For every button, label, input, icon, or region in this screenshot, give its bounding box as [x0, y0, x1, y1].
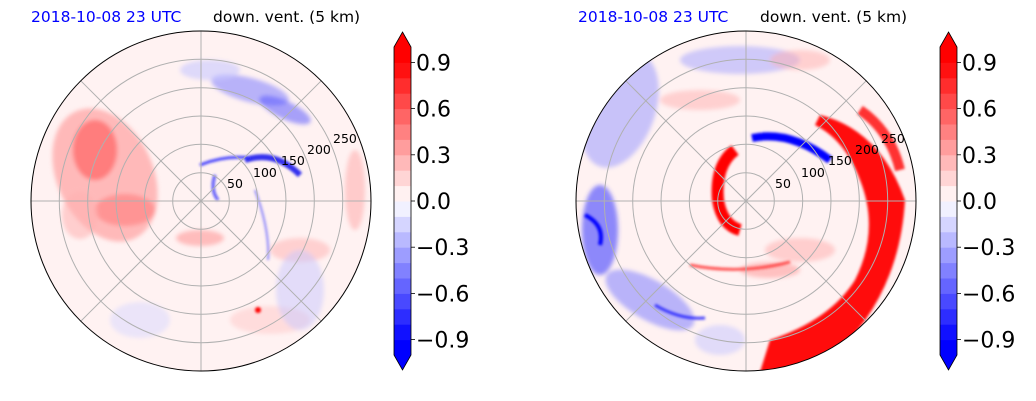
colorbar-segment: [394, 139, 411, 156]
colorbar-segment: [394, 185, 411, 202]
colorbar-extend-min: [394, 355, 411, 370]
left-radial-tick-labels: 50 100 150 200 250: [227, 131, 357, 191]
colorbar-segment: [940, 308, 957, 325]
colorbar-tick-label: 0.3: [416, 144, 451, 169]
colorbar-tick-label: −0.9: [962, 329, 1015, 354]
colorbar-segment: [940, 154, 957, 171]
colorbar-segment: [940, 108, 957, 125]
left-polar-plot: 50 100 150 200 250 0.9 0.6 0.3 0.0 −0.3 −0.6 −…: [30, 30, 469, 372]
colorbar-segment: [940, 170, 957, 187]
right-colorbar: 0.9 0.6 0.3 0.0 −0.3 −0.6 −0.9: [939, 31, 1015, 371]
colorbar-segment: [394, 62, 411, 79]
left-ring-label-250: 250: [333, 131, 357, 146]
colorbar-segment: [940, 62, 957, 79]
left-field-pattern: [52, 60, 365, 338]
left-polar-frame: [30, 30, 372, 372]
colorbar-segment: [394, 247, 411, 264]
left-ring-label-200: 200: [307, 142, 331, 157]
left-title-variable: down. vent. (5 km): [213, 8, 361, 26]
right-ring-label-50: 50: [775, 176, 791, 191]
colorbar-segment: [940, 278, 957, 294]
colorbar-segment: [394, 124, 411, 140]
colorbar-segment: [394, 154, 411, 171]
left-ring-label-100: 100: [253, 165, 277, 180]
colorbar-outline: [939, 31, 958, 371]
colorbar-segment: [940, 339, 957, 356]
colorbar-tick-label: −0.3: [416, 236, 469, 261]
colorbar-segment: [940, 324, 957, 341]
colorbar-tick-label: 0.9: [416, 51, 451, 76]
right-ring-label-100: 100: [801, 165, 825, 180]
colorbar-segment: [940, 77, 957, 94]
right-ring-label-150: 150: [828, 153, 852, 168]
colorbar-segment: [940, 293, 957, 310]
colorbar-segment: [394, 93, 411, 110]
colorbar-segment: [940, 216, 957, 233]
colorbar-tick-label: 0.0: [962, 190, 997, 215]
right-ring-label-250: 250: [881, 131, 905, 146]
right-grid: [576, 31, 916, 371]
right-title-variable: down. vent. (5 km): [760, 8, 908, 26]
colorbar-tick-label: −0.6: [962, 282, 1015, 307]
colorbar-segment: [394, 278, 411, 294]
colorbar-segment: [394, 324, 411, 341]
colorbar-outline: [393, 31, 412, 371]
colorbar-segment: [394, 293, 411, 310]
colorbar-segment: [940, 247, 957, 264]
colorbar-extend-max: [940, 32, 957, 47]
colorbar-segment: [394, 339, 411, 356]
colorbar-segment: [940, 93, 957, 110]
left-grid: [31, 31, 371, 371]
colorbar-segment: [940, 139, 957, 156]
colorbar-segment: [394, 77, 411, 94]
right-polar-plot: 50 100 150 200 250 0.9 0.6 0.3 0.0 −0.3 −0.6 −…: [575, 30, 1015, 372]
colorbar-segment: [394, 308, 411, 325]
colorbar-segment: [394, 47, 411, 63]
colorbar-segment: [940, 201, 957, 217]
colorbar-segment: [940, 262, 957, 279]
right-ring-label-200: 200: [855, 142, 879, 157]
colorbar-segment: [394, 231, 411, 248]
left-colorbar: 0.9 0.6 0.3 0.0 −0.3 −0.6 −0.9: [393, 31, 469, 371]
colorbar-tick-label: −0.9: [416, 329, 469, 354]
colorbar-segment: [394, 216, 411, 233]
colorbar-segment: [940, 231, 957, 248]
colorbar-tick-label: 0.9: [962, 51, 997, 76]
right-radial-tick-labels: 50 100 150 200 250: [775, 131, 905, 191]
colorbar-tick-label: −0.6: [416, 282, 469, 307]
colorbar-tick-label: −0.3: [962, 236, 1015, 261]
colorbar-tick-label: 0.3: [962, 144, 997, 169]
colorbar-segment: [940, 185, 957, 202]
colorbar-extend-max: [394, 32, 411, 47]
colorbar-tick-label: 0.6: [416, 98, 451, 123]
colorbar-tick-label: 0.0: [416, 190, 451, 215]
colorbar-tick-label: 0.6: [962, 98, 997, 123]
left-ring-label-50: 50: [227, 176, 243, 191]
left-ring-label-150: 150: [281, 153, 305, 168]
colorbar-segment: [394, 201, 411, 217]
colorbar-extend-min: [940, 355, 957, 370]
left-title-date: 2018-10-08 23 UTC: [31, 8, 182, 26]
colorbar-segment: [394, 170, 411, 187]
right-title-date: 2018-10-08 23 UTC: [578, 8, 729, 26]
colorbar-segment: [940, 124, 957, 140]
colorbar-segment: [394, 108, 411, 125]
right-polar-frame: [575, 30, 917, 372]
colorbar-segment: [394, 262, 411, 279]
colorbar-segment: [940, 47, 957, 63]
